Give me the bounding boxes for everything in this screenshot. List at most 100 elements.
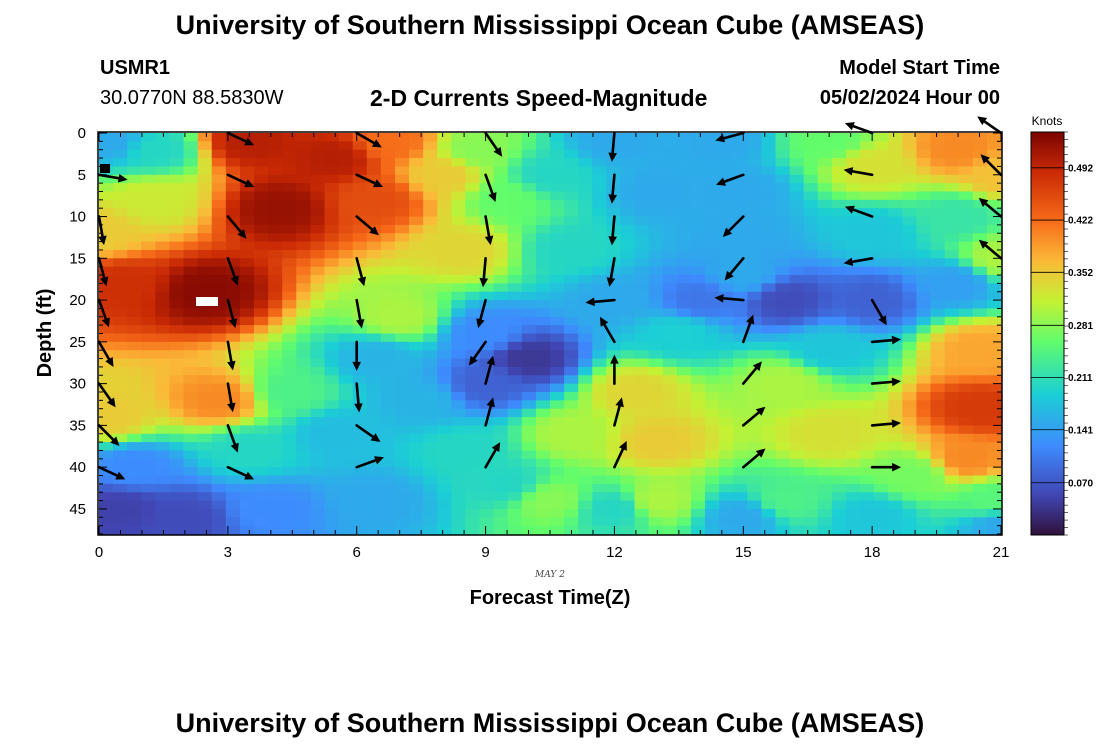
heatmap-cell [310,249,326,259]
colorbar-title: Knots [1032,114,1063,128]
heatmap-cell [831,275,847,284]
heatmap-cell [183,291,199,301]
heatmap-cell [183,183,199,193]
heatmap-cell [916,174,932,184]
heatmap-cell [423,508,438,518]
heatmap-cell [338,258,354,268]
heatmap-cell [789,483,805,493]
model-start-label: Model Start Time [839,57,1000,79]
heatmap-cell [254,500,269,510]
heatmap-cell [507,400,523,410]
heatmap-cell [155,350,171,360]
heatmap-cell [211,508,227,518]
heatmap-cell [127,350,142,360]
heatmap-cell [634,475,650,485]
heatmap-cell [282,300,297,310]
heatmap-cell [789,275,805,284]
heatmap-cell [592,258,607,268]
heatmap-cell [479,291,495,301]
heatmap-cell [127,492,142,502]
heatmap-cell [775,341,791,351]
heatmap-cell [127,450,142,460]
heatmap-cell [860,366,875,376]
heatmap-cell [352,375,368,385]
heatmap-cell [916,300,932,310]
heatmap-cell [169,249,185,259]
heatmap-cell [831,291,847,301]
heatmap-cell [155,508,171,518]
heatmap-cell [451,224,467,234]
heatmap-cell [479,341,495,351]
heatmap-cell [239,467,255,477]
heatmap-cell [958,408,974,418]
heatmap-cell [338,249,354,259]
heatmap-cell [324,316,340,326]
heatmap-cell [958,400,974,410]
heatmap-cell [197,475,213,485]
heatmap-cell [564,417,579,426]
heatmap-cell [127,375,142,385]
heatmap-cell [705,158,720,168]
heatmap-cell [155,467,171,477]
heatmap-cell [972,183,988,193]
heatmap-cell [662,383,678,393]
heatmap-cell [465,216,481,226]
heatmap-cell [916,216,932,226]
heatmap-cell [127,333,142,343]
heatmap-cell [282,191,297,201]
heatmap-cell [465,224,481,234]
heatmap-cell [874,500,889,510]
heatmap-cell [916,400,932,410]
heatmap-cell [986,341,1002,351]
heatmap-cell [648,391,664,401]
heatmap-cell [338,300,354,310]
heatmap-cell [845,174,861,184]
heatmap-cell [578,233,593,243]
heatmap-cell [211,450,227,460]
heatmap-cell [972,400,988,410]
heatmap-cell [465,442,481,452]
heatmap-cell [507,375,523,385]
heatmap-cell [197,141,213,151]
heatmap-cell [986,375,1002,385]
heatmap-cell [338,266,354,276]
heatmap-cell [507,183,523,193]
heatmap-cell [127,233,142,243]
heatmap-cell [986,249,1002,259]
heatmap-cell [860,350,875,360]
heatmap-cell [352,183,368,193]
heatmap-cell [409,300,424,310]
heatmap-cell [761,316,777,326]
heatmap-cell [352,133,368,142]
heatmap-cell [99,458,114,468]
heatmap-cell [944,341,960,351]
heatmap-cell [296,525,311,535]
heatmap-cell [296,216,311,226]
heatmap-cell [986,133,1002,142]
heatmap-cell [690,425,706,435]
heatmap-cell [366,149,382,159]
heatmap-cell [550,241,565,251]
heatmap-cell [197,316,213,326]
heatmap-cell [338,483,354,493]
heatmap-cell [592,191,607,201]
heatmap-cell [817,341,833,351]
heatmap-cell [775,316,791,326]
heatmap-cell [437,183,452,193]
heatmap-cell [254,224,269,234]
heatmap-cell [662,400,678,410]
heatmap-cell [831,249,847,259]
heatmap-cell [930,358,946,368]
heatmap-cell [155,475,171,485]
heatmap-cell [775,216,791,226]
heatmap-cell [366,316,382,326]
heatmap-cell [211,291,227,301]
heatmap-cell [803,166,819,176]
current-arrow [741,314,755,344]
heatmap-cell [437,258,452,268]
heatmap-cell [507,325,523,335]
heatmap-cell [197,275,213,284]
heatmap-cell [99,442,114,452]
heatmap-cell [930,391,946,401]
heatmap-cell [380,316,396,326]
